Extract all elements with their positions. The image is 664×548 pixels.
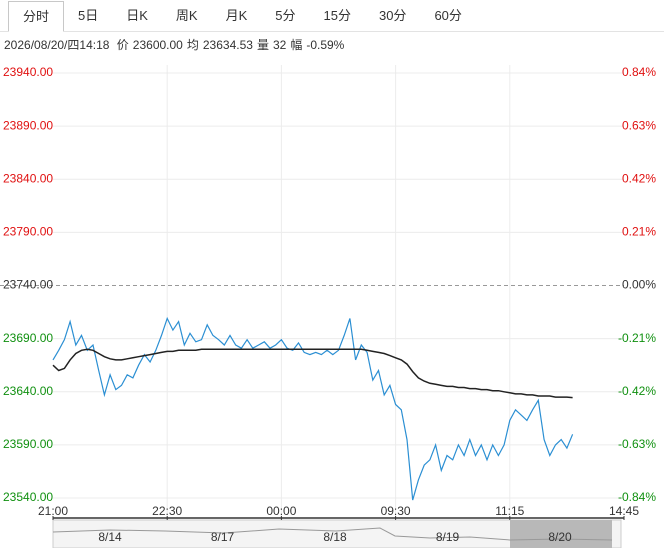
y2-tick-label: -0.42%: [618, 384, 656, 398]
tab[interactable]: 5分: [275, 8, 296, 23]
info-value: 23634.53: [202, 38, 253, 52]
navigator-line: [52, 527, 613, 541]
y-tick-label: 23940.00: [3, 65, 53, 79]
y-tick-label: 23790.00: [3, 225, 53, 239]
info-bar: 2026/08/20/四14:18 价 23600.00 均 23634.53 量 32 幅…: [4, 36, 348, 53]
y-tick-label: 23890.00: [3, 118, 53, 132]
tab[interactable]: 5日: [78, 8, 99, 23]
y-tick-label: 23540.00: [3, 490, 53, 504]
info-label: 量: [256, 38, 269, 52]
x-tick-label: 00:00: [266, 504, 296, 518]
navigator-selection[interactable]: [510, 520, 612, 548]
x-tick-label: 21:00: [38, 504, 68, 518]
tab[interactable]: 15分: [323, 8, 351, 23]
y-tick-label: 23590.00: [3, 437, 53, 451]
y2-tick-label: 0.84%: [622, 65, 656, 79]
navigator-date: 8/18: [323, 530, 347, 544]
info-value: -0.59%: [306, 38, 345, 52]
tab[interactable]: 60分: [434, 8, 462, 23]
info-value: 32: [272, 38, 287, 52]
x-tick-label: 22:30: [152, 504, 182, 518]
price-line: [52, 316, 574, 501]
tab[interactable]: 周K: [175, 8, 198, 23]
price-line: [52, 348, 573, 399]
y2-tick-label: 0.21%: [622, 225, 656, 239]
x-tick-label: 11:15: [495, 504, 524, 518]
y2-tick-label: -0.63%: [618, 437, 656, 451]
y-tick-label: 23840.00: [3, 171, 53, 185]
y2-tick-label: 0.63%: [622, 118, 656, 132]
y2-tick-label: 0.00%: [622, 278, 656, 292]
info-label: 均: [186, 38, 199, 52]
navigator-date: 8/19: [436, 530, 460, 544]
tab[interactable]: 日K: [126, 8, 148, 23]
y2-tick-label: 0.42%: [622, 171, 656, 185]
info-label: 价: [116, 38, 129, 52]
navigator-date: 8/14: [98, 530, 122, 544]
info-time: 2026/08/20/四14:18: [4, 38, 110, 52]
x-tick-label: 09:30: [381, 504, 411, 518]
y-tick-label: 23740.00: [3, 278, 53, 292]
tab[interactable]: 月K: [225, 8, 248, 23]
info-label: 幅: [290, 38, 303, 52]
y2-tick-label: -0.84%: [618, 490, 656, 504]
x-tick-label: 14:45: [609, 504, 639, 518]
tab[interactable]: 分时: [8, 1, 65, 32]
tab[interactable]: 30分: [378, 8, 407, 23]
info-value: 23600.00: [132, 38, 183, 52]
tab-bar: 分时 5日 日K 周K 月K 5分 15分 30分 60分: [0, 0, 664, 32]
y2-tick-label: -0.21%: [618, 331, 656, 345]
y-tick-label: 23690.00: [3, 331, 53, 345]
y-tick-label: 23640.00: [3, 384, 53, 398]
navigator-date: 8/17: [211, 530, 235, 544]
navigator-date: 8/20: [548, 530, 572, 544]
